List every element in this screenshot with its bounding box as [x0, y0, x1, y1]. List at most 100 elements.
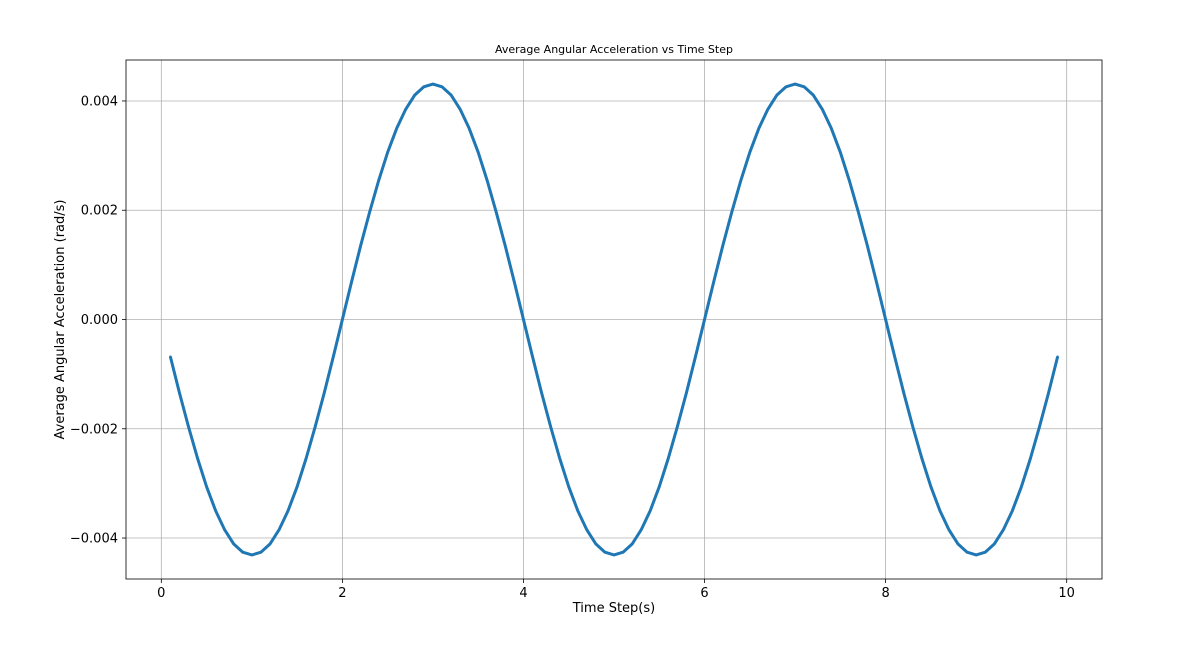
data-point — [920, 457, 924, 460]
data-point — [232, 542, 235, 546]
data-point — [703, 318, 706, 321]
data-point — [178, 391, 181, 394]
data-point — [205, 485, 208, 488]
data-point — [811, 93, 815, 97]
data-point — [513, 281, 516, 284]
x-tick-label: 10 — [1058, 586, 1075, 601]
data-point — [1047, 391, 1050, 394]
y-tick-label: 0.002 — [81, 204, 118, 219]
data-point — [993, 542, 996, 546]
data-point — [649, 509, 652, 512]
x-axis-label: Time Step(s) — [572, 601, 655, 616]
data-point — [214, 509, 217, 512]
data-point — [621, 551, 625, 554]
data-point — [495, 211, 498, 214]
data-point — [911, 425, 914, 428]
data-point — [630, 542, 634, 546]
series-points — [169, 82, 1059, 557]
data-point — [277, 528, 281, 532]
data-point — [531, 355, 534, 358]
data-point — [712, 281, 715, 284]
data-point — [1011, 509, 1014, 512]
data-point — [549, 425, 552, 428]
data-point — [667, 457, 670, 460]
y-tick-label: 0.004 — [81, 94, 118, 109]
data-point — [748, 151, 752, 154]
data-point — [784, 85, 788, 88]
data-point — [938, 509, 942, 512]
data-point — [676, 425, 679, 428]
data-point — [250, 553, 254, 557]
data-point — [866, 245, 869, 248]
data-point — [757, 127, 761, 130]
data-point — [947, 528, 951, 532]
data-point — [929, 485, 933, 488]
x-tick-label: 2 — [338, 586, 346, 601]
data-point — [486, 179, 489, 182]
data-point — [685, 391, 688, 394]
data-point — [1029, 457, 1032, 460]
data-point — [187, 425, 190, 428]
data-point — [830, 127, 833, 130]
data-point — [603, 551, 607, 554]
y-tick-label: −0.004 — [70, 532, 118, 547]
data-point — [341, 318, 344, 321]
data-point — [223, 528, 226, 532]
data-point — [775, 93, 779, 97]
y-axis-label: Average Angular Acceleration (rad/s) — [53, 200, 68, 440]
data-point — [359, 245, 362, 248]
data-point — [766, 107, 770, 111]
data-point — [576, 509, 579, 512]
y-tick-label: −0.002 — [70, 422, 118, 437]
data-point — [540, 391, 543, 394]
data-point — [413, 93, 417, 97]
data-point — [612, 553, 616, 557]
data-point — [422, 85, 426, 88]
data-point — [295, 485, 299, 488]
data-point — [1002, 528, 1005, 532]
data-point — [431, 82, 435, 86]
data-point — [721, 245, 724, 248]
x-tick-label: 6 — [700, 586, 708, 601]
data-point — [476, 151, 480, 154]
data-point — [467, 127, 471, 130]
data-point — [1056, 355, 1059, 358]
data-point — [286, 509, 290, 512]
data-point — [802, 85, 806, 88]
data-point — [739, 179, 742, 182]
data-point — [196, 457, 199, 460]
data-point — [395, 127, 398, 130]
data-point — [875, 281, 878, 284]
data-point — [377, 179, 380, 182]
data-point — [902, 391, 905, 394]
x-tick-label: 4 — [519, 586, 527, 601]
data-point — [884, 318, 887, 321]
data-point — [458, 107, 462, 111]
ticks: 0 2 4 6 8 10 −0.004 −0.002 0.000 0.002 0.004 — [70, 94, 1075, 601]
data-point — [585, 528, 589, 532]
data-point — [323, 391, 326, 394]
data-point — [522, 318, 525, 321]
data-point — [974, 553, 978, 557]
data-point — [504, 245, 507, 248]
data-point — [839, 151, 842, 154]
data-point — [730, 211, 733, 214]
data-point — [857, 211, 860, 214]
data-point — [956, 542, 960, 546]
data-point — [241, 551, 244, 554]
data-point — [386, 151, 389, 154]
data-point — [268, 542, 272, 546]
data-point — [558, 457, 561, 460]
data-point — [314, 425, 317, 428]
data-point — [658, 485, 661, 488]
data-point — [567, 485, 570, 488]
data-point — [449, 93, 453, 97]
data-point — [404, 107, 407, 111]
data-point — [821, 107, 824, 111]
data-point — [440, 85, 444, 88]
data-point — [893, 355, 896, 358]
data-point — [304, 457, 308, 460]
data-point — [169, 355, 172, 358]
